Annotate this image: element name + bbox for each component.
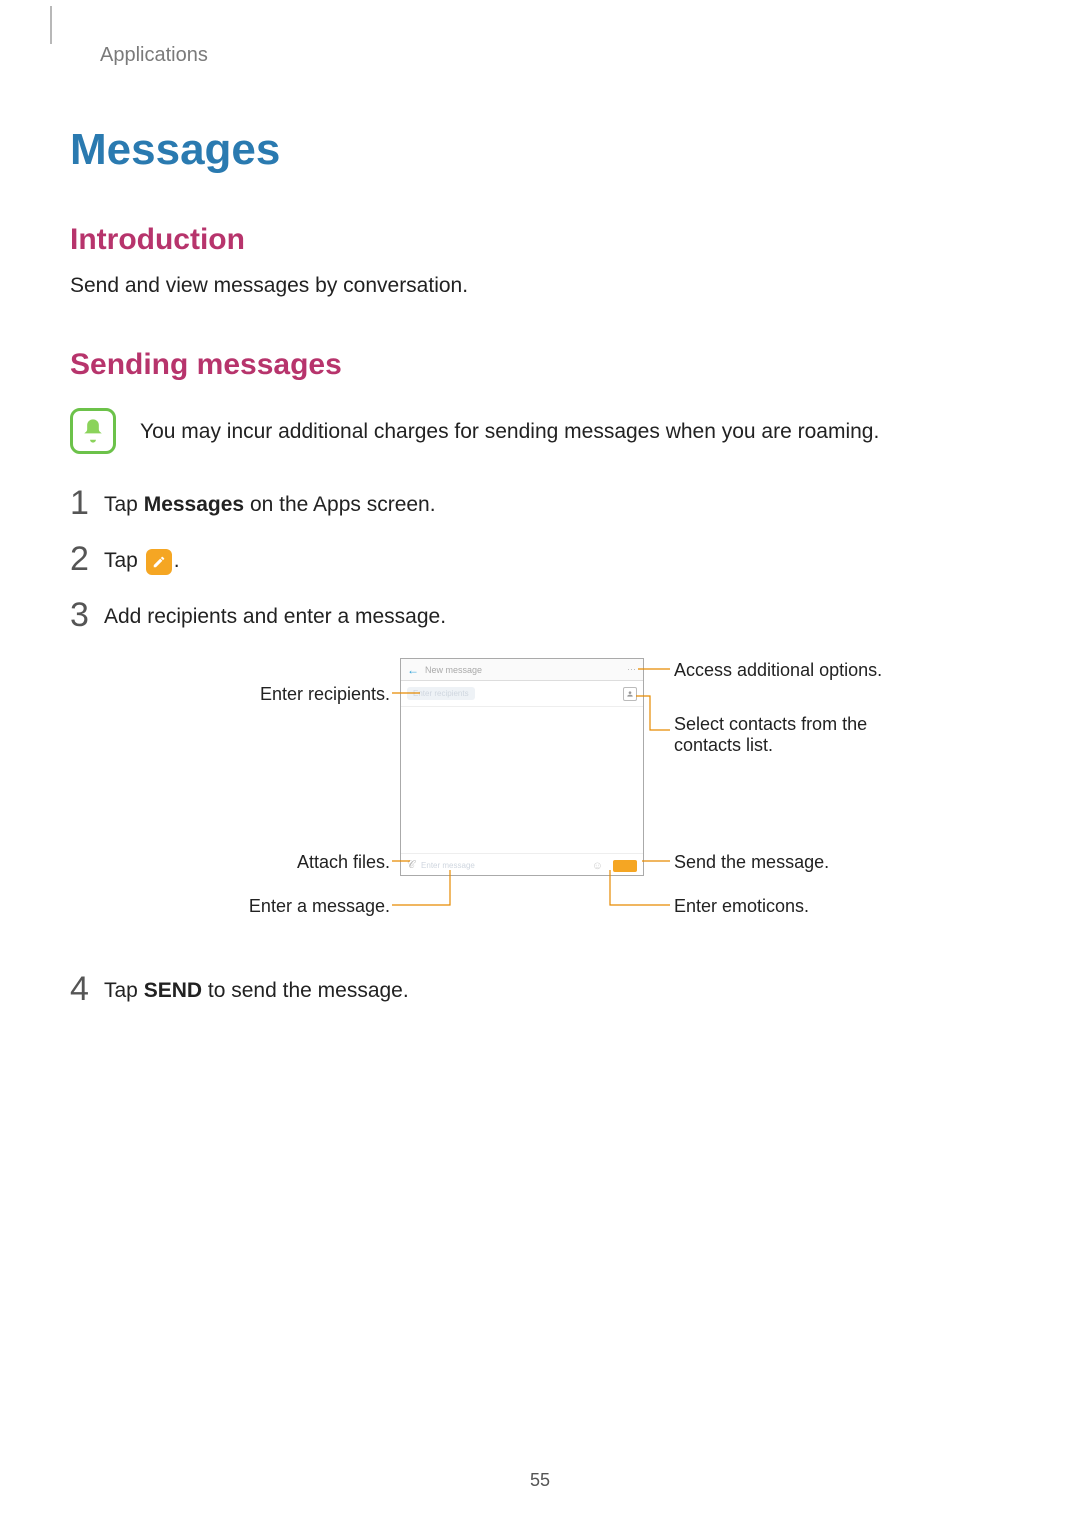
header-tick	[50, 6, 52, 44]
step-1: 1 Tap Messages on the Apps screen.	[70, 490, 1010, 520]
phone-header-title: New message	[425, 665, 482, 675]
callout-select-contacts: Select contacts from the contacts list.	[674, 714, 904, 756]
attach-icon: 𝒞	[407, 859, 415, 872]
section-sending-heading: Sending messages	[70, 348, 1010, 382]
callout-enter-recipients: Enter recipients.	[130, 684, 390, 705]
callout-attach-files: Attach files.	[130, 852, 390, 873]
step-3: 3 Add recipients and enter a message.	[70, 602, 1010, 632]
step-2: 2 Tap .	[70, 546, 1010, 576]
callout-enter-message: Enter a message.	[130, 896, 390, 917]
phone-recipient-row: Enter recipients	[401, 681, 643, 707]
step-4: 4 Tap SEND to send the message.	[70, 976, 1010, 1006]
page-number: 55	[0, 1470, 1080, 1491]
step-text: Tap Messages on the Apps screen.	[104, 490, 436, 519]
page-title: Messages	[70, 125, 1010, 175]
callout-enter-emoticons: Enter emoticons.	[674, 896, 809, 917]
step-text: Tap .	[104, 546, 180, 575]
recipient-placeholder: Enter recipients	[407, 687, 475, 700]
step-bold: SEND	[144, 979, 202, 1002]
phone-input-row: 𝒞 Enter message ☺	[401, 853, 643, 877]
message-placeholder: Enter message	[421, 861, 475, 870]
step-number: 1	[70, 486, 104, 520]
intro-body: Send and view messages by conversation.	[70, 271, 1010, 300]
compose-diagram: ← New message ⋯ Enter recipients 𝒞 Enter…	[130, 658, 950, 948]
back-icon: ←	[407, 663, 419, 677]
contacts-icon	[623, 687, 637, 701]
bell-icon	[70, 408, 116, 454]
step-post: on the Apps screen.	[244, 493, 435, 516]
step-number: 4	[70, 972, 104, 1006]
phone-header: ← New message ⋯	[401, 659, 643, 681]
more-icon: ⋯	[627, 664, 637, 675]
step-number: 3	[70, 598, 104, 632]
compose-icon	[146, 549, 172, 575]
step-post: to send the message.	[202, 979, 409, 1002]
section-intro-heading: Introduction	[70, 223, 1010, 257]
breadcrumb: Applications	[100, 44, 1010, 67]
note-text: You may incur additional charges for sen…	[140, 417, 879, 446]
note-callout: You may incur additional charges for sen…	[70, 408, 1010, 454]
callout-additional-options: Access additional options.	[674, 660, 882, 681]
step-pre: Tap	[104, 979, 144, 1002]
send-button-mock	[613, 860, 637, 872]
step-pre: Tap	[104, 549, 144, 572]
step-pre: Tap	[104, 493, 144, 516]
phone-body	[401, 707, 643, 853]
step-text: Add recipients and enter a message.	[104, 602, 446, 631]
callout-send-message: Send the message.	[674, 852, 829, 873]
step-pre: Add recipients and enter a message.	[104, 605, 446, 628]
step-post: .	[174, 549, 180, 572]
phone-mock: ← New message ⋯ Enter recipients 𝒞 Enter…	[400, 658, 644, 876]
emoticon-icon: ☺	[592, 860, 603, 872]
step-text: Tap SEND to send the message.	[104, 976, 409, 1005]
step-number: 2	[70, 542, 104, 576]
step-bold: Messages	[144, 493, 244, 516]
